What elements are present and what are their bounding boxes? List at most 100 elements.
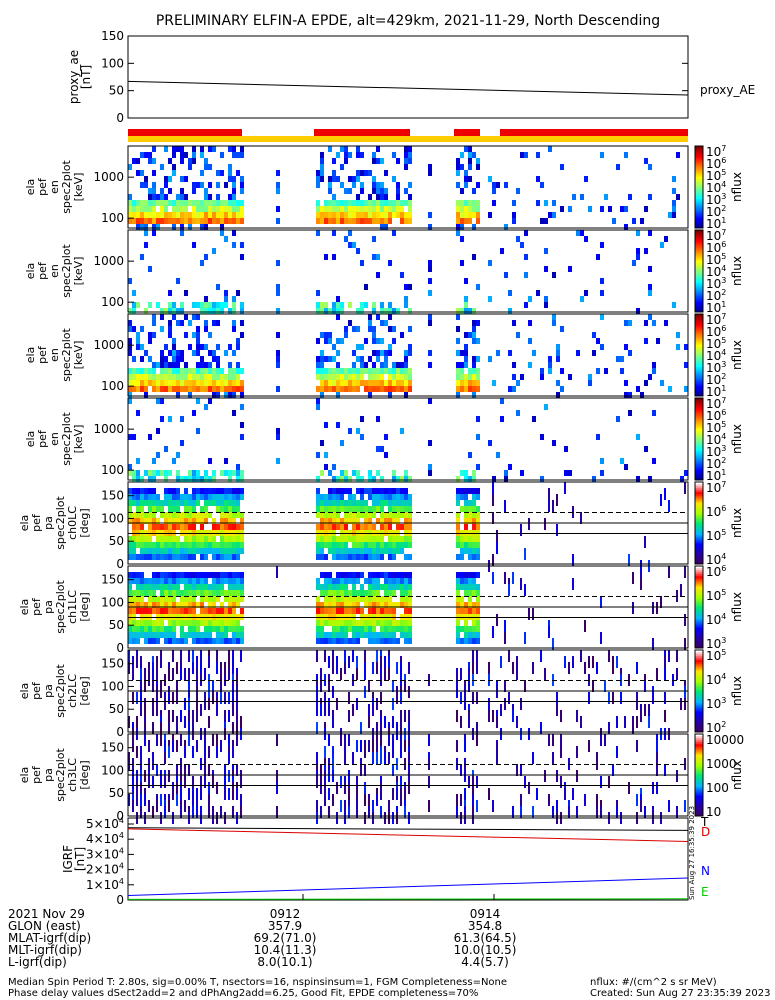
heat-cell — [376, 386, 380, 392]
heat-cell — [216, 200, 220, 206]
heat-cell — [628, 410, 632, 416]
colorbar-swatch — [695, 674, 703, 678]
heat-cell — [360, 500, 364, 506]
heat-cell — [368, 374, 372, 380]
colorbar-tick-label: 103 — [706, 696, 726, 711]
heat-cell — [236, 386, 240, 392]
heat-cell — [176, 488, 180, 494]
heat-cell — [220, 626, 224, 632]
heat-cell — [328, 176, 332, 182]
heat-cell — [388, 752, 390, 764]
heat-cell — [204, 638, 208, 644]
heat-cell — [152, 488, 156, 494]
heat-cell — [152, 200, 156, 206]
ylabels-group: proxy_ae[nT]elapefenspec2plot[keV]elapef… — [18, 50, 93, 873]
heat-cell — [488, 176, 492, 182]
heat-cell — [164, 602, 168, 608]
heat-cell — [380, 608, 384, 614]
heat-cell — [144, 590, 148, 596]
heat-cell — [428, 362, 432, 368]
heat-cell — [476, 488, 480, 494]
heat-cell — [408, 662, 410, 674]
heat-cell — [188, 788, 190, 800]
heat-cell — [460, 548, 464, 554]
heat-cell — [376, 740, 378, 752]
panel-ytick-label: 100 — [101, 295, 124, 309]
panel-ylabel: elapefpaspec2plotch2LC[deg] — [18, 664, 91, 718]
heat-cell — [388, 620, 392, 626]
colorbar-swatch — [695, 217, 703, 221]
heat-cell — [336, 626, 340, 632]
heat-cell — [388, 584, 392, 590]
heat-cell — [332, 476, 336, 482]
colorbar-swatch — [695, 338, 703, 342]
heat-cell — [464, 548, 468, 554]
heat-cell — [516, 332, 520, 338]
heat-cell — [240, 320, 244, 326]
heat-cell — [344, 536, 348, 542]
heat-cell — [612, 692, 614, 704]
heat-cell — [168, 188, 172, 194]
heat-cell — [464, 512, 468, 518]
heat-cell — [384, 638, 388, 644]
heat-cell — [468, 518, 472, 524]
heat-cell — [348, 692, 350, 704]
heat-cell — [380, 512, 384, 518]
heat-cell — [384, 596, 388, 602]
heat-cell — [164, 632, 168, 638]
igrf-legend-T: T — [700, 815, 709, 829]
heat-cell — [172, 584, 176, 590]
heat-cell — [160, 200, 164, 206]
heat-cell — [620, 368, 624, 374]
heat-cell — [184, 386, 188, 392]
heat-cell — [228, 608, 232, 614]
igrf-legend-D: D — [701, 825, 710, 839]
heat-cell — [392, 572, 396, 578]
colorbar-swatch — [695, 574, 703, 577]
heat-cell — [336, 512, 340, 518]
heat-cell — [276, 356, 280, 362]
heat-cell — [164, 200, 168, 206]
heat-cell — [464, 344, 468, 350]
igrf-ytick-label: 1×104 — [86, 877, 124, 892]
heat-cell — [208, 536, 212, 542]
heat-cell — [216, 302, 220, 308]
heat-cell — [200, 386, 204, 392]
heat-cell — [372, 626, 376, 632]
heat-cell — [472, 650, 474, 662]
heat-cell — [188, 200, 192, 206]
colorbar-swatch — [695, 291, 703, 295]
footer-row-label: L-igrf(dip) — [8, 955, 67, 969]
heat-cell — [184, 314, 188, 320]
heat-cell — [536, 176, 540, 182]
panel-ylabel: elapefpaspec2plotch1LC[deg] — [18, 580, 91, 634]
heat-cell — [428, 776, 430, 788]
heat-cell — [472, 506, 476, 512]
heat-cell — [356, 326, 360, 332]
heat-cell — [336, 494, 340, 500]
heat-cell — [356, 806, 358, 818]
heat-cell — [472, 152, 476, 158]
heat-cell — [208, 458, 212, 464]
heat-cell — [168, 500, 172, 506]
heat-cell — [196, 638, 200, 644]
heat-cell — [192, 596, 196, 602]
heat-cell — [516, 656, 518, 668]
heat-cell — [460, 578, 464, 584]
heat-cell — [404, 350, 408, 356]
heat-cell — [364, 590, 368, 596]
heat-cell — [352, 242, 356, 248]
colorbar-swatch — [695, 469, 703, 473]
heat-cell — [176, 542, 180, 548]
heat-cell — [400, 332, 404, 338]
colorbar-swatch — [695, 262, 703, 266]
heat-cell — [552, 638, 554, 650]
heat-cell — [396, 512, 400, 518]
heat-cell — [608, 722, 610, 734]
heat-cell — [348, 374, 352, 380]
heat-cell — [156, 218, 160, 224]
heat-cell — [588, 740, 590, 752]
heat-cell — [600, 290, 604, 296]
heat-cell — [368, 602, 372, 608]
